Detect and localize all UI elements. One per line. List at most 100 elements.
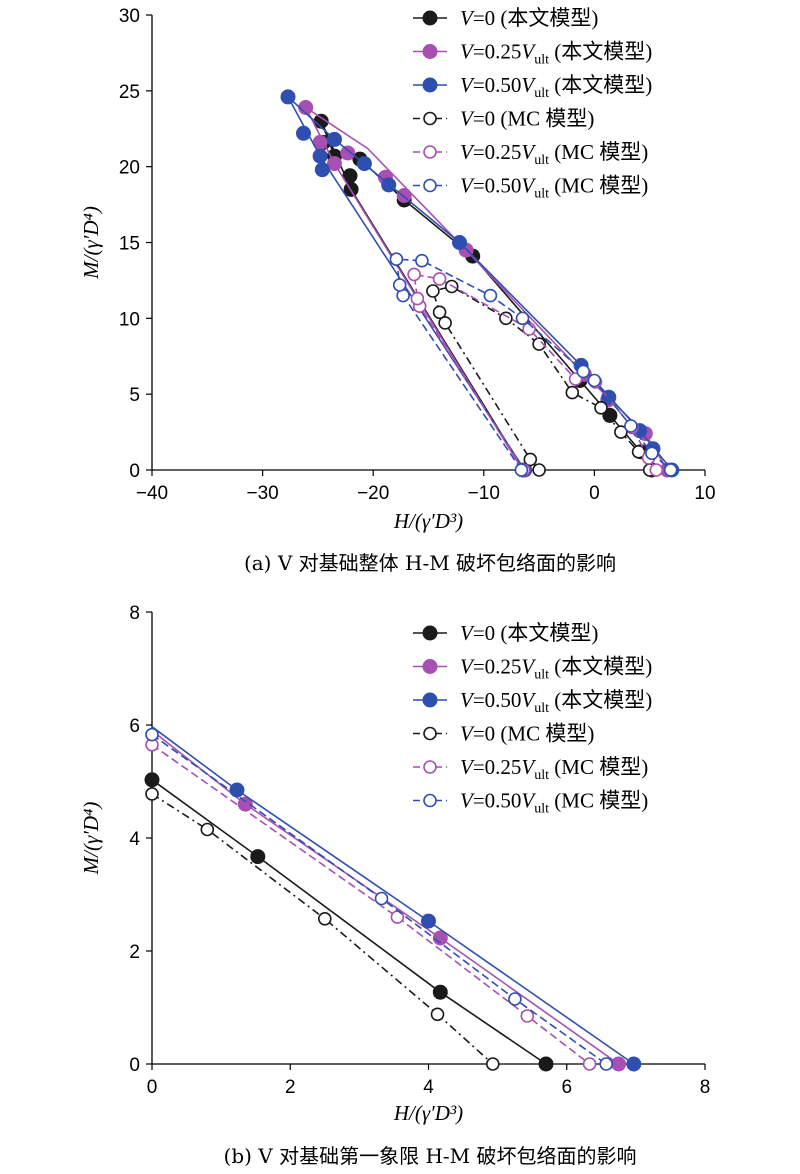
legend-num: =0.25 <box>473 655 522 679</box>
legend-model: (本文模型) <box>495 621 598 645</box>
series-line-1 <box>151 779 547 1065</box>
data-point <box>599 1057 614 1071</box>
legend-label: V=0.25Vult (本文模型) <box>460 40 652 68</box>
y-tick-label: 5 <box>129 385 140 406</box>
data-point <box>421 913 436 929</box>
y-tick-label: 6 <box>129 716 140 737</box>
legend-num: =0.25 <box>473 40 522 64</box>
data-point <box>614 425 628 439</box>
series-line-4 <box>151 793 494 1065</box>
data-point <box>415 253 429 268</box>
data-point <box>314 162 330 178</box>
legend-num: =0 <box>473 722 495 746</box>
legend-num: =0 <box>473 107 495 131</box>
series-line-5 <box>413 273 657 471</box>
data-point <box>356 156 372 172</box>
legend-model: (本文模型) <box>495 6 598 30</box>
data-point <box>430 1007 445 1022</box>
y-tick-label: 20 <box>119 158 140 179</box>
legend-model: (MC 模型) <box>549 755 648 779</box>
legend-num: =0.25 <box>473 755 522 779</box>
data-point <box>392 278 407 292</box>
legend-var: V <box>460 688 475 712</box>
legend-marker <box>423 111 437 126</box>
legend-marker <box>423 793 437 808</box>
data-point <box>483 288 498 303</box>
legend-marker <box>422 77 438 93</box>
legend-var: V <box>460 722 475 746</box>
legend-num: =0.50 <box>473 73 522 97</box>
legend-label: V=0 (MC 模型) <box>460 722 594 746</box>
legend-var-ult: V <box>521 789 536 813</box>
legend-label: V=0.25Vult (本文模型) <box>460 655 652 683</box>
legend-marker <box>422 692 438 708</box>
legend-num: =0.25 <box>473 140 522 164</box>
x-tick-label: 0 <box>147 1077 158 1098</box>
data-point <box>144 772 160 788</box>
data-point <box>374 891 389 906</box>
data-point <box>576 364 591 379</box>
x-tick-label: 10 <box>694 483 715 504</box>
legend-var-ult: V <box>521 40 536 64</box>
legend-marker <box>422 625 438 641</box>
x-tick-label: −30 <box>246 483 278 504</box>
legend-model: (本文模型) <box>549 688 652 712</box>
legend-label: V=0 (本文模型) <box>460 6 598 30</box>
y-tick-label: 0 <box>129 461 140 482</box>
data-point <box>515 311 530 326</box>
data-point <box>312 148 328 164</box>
x-tick-label: 8 <box>700 1077 711 1098</box>
data-point <box>280 89 296 105</box>
y-tick-label: 15 <box>119 234 140 255</box>
legend-label: V=0.50Vult (本文模型) <box>460 73 652 101</box>
legend-num: =0 <box>473 6 495 30</box>
data-point <box>645 446 659 461</box>
y-tick-label: 8 <box>129 603 140 624</box>
legend-var: V <box>460 40 475 64</box>
legend-sub: ult <box>534 187 549 202</box>
y-tick-label: 30 <box>119 6 140 27</box>
data-point <box>594 400 608 415</box>
legend-sub: ult <box>534 86 549 101</box>
legend-marker <box>423 145 437 159</box>
data-point <box>452 235 467 250</box>
legend-label: V=0.50Vult (MC 模型) <box>460 174 648 202</box>
y-tick-label: 0 <box>129 1055 140 1076</box>
x-tick-label: 2 <box>285 1077 296 1098</box>
data-point <box>508 992 522 1006</box>
data-point <box>520 1009 535 1023</box>
legend-var: V <box>460 107 475 131</box>
data-point <box>407 267 421 282</box>
y-axis-label: M/(γ′D⁴) <box>79 206 103 280</box>
legend-label: V=0 (MC 模型) <box>460 107 594 131</box>
data-point <box>582 1057 597 1071</box>
legend-sub: ult <box>534 701 549 716</box>
legend-var: V <box>460 755 475 779</box>
x-tick-label: −10 <box>468 483 500 504</box>
data-point <box>327 131 342 147</box>
legend-model: (MC 模型) <box>549 174 648 198</box>
legend-sub: ult <box>534 768 549 783</box>
legend-var: V <box>460 6 475 30</box>
y-axis-label: M/(γ′D⁴) <box>79 802 103 876</box>
legend-sub: ult <box>534 153 549 168</box>
data-point <box>432 930 448 946</box>
legend-var-ult: V <box>521 688 536 712</box>
data-point <box>432 272 447 286</box>
data-point <box>649 463 664 477</box>
legend-label: V=0.50Vult (MC 模型) <box>460 789 648 817</box>
data-point <box>145 787 159 801</box>
chart-a-caption: (a) V 对基础整体 H-M 破坏包络面的影响 <box>244 551 616 575</box>
x-tick-label: 4 <box>423 1077 434 1098</box>
data-point <box>532 463 546 477</box>
data-point <box>145 727 159 742</box>
data-point <box>229 782 245 798</box>
data-point <box>426 284 440 298</box>
data-point <box>663 463 678 477</box>
x-tick-label: 6 <box>561 1077 572 1098</box>
data-point <box>587 373 602 388</box>
x-tick-label: 0 <box>589 483 600 504</box>
legend-var-ult: V <box>521 140 536 164</box>
data-point <box>438 316 452 330</box>
